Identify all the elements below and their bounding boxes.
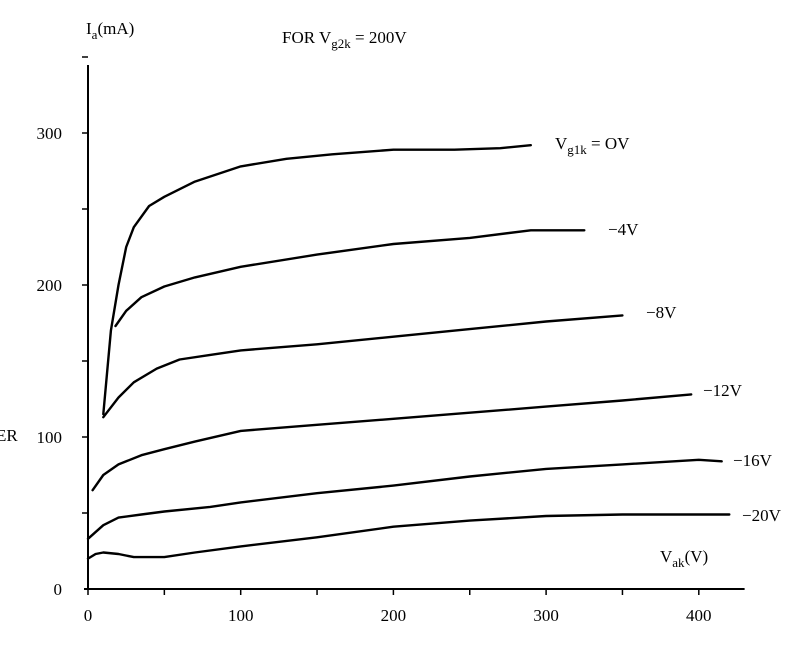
x-tick-label: 300 — [533, 606, 559, 625]
x-tick-label: 400 — [686, 606, 712, 625]
labels: Vg1k = OV −4V −8V −12V −16V −20V Ia(mA) Vak(V) F… — [0, 19, 782, 570]
curve-4 — [86, 458, 723, 540]
curve-3 — [91, 393, 693, 492]
curve-label-0: Vg1k = OV — [555, 134, 630, 157]
curve-label-2: −8V — [646, 303, 677, 322]
chart-title: FOR Vg2k = 200V — [282, 28, 407, 51]
x-tick-label: 200 — [381, 606, 407, 625]
curve-label-1: −4V — [608, 220, 639, 239]
curve-0 — [102, 144, 532, 416]
curve-5 — [86, 513, 731, 560]
curve-label-3: −12V — [703, 381, 743, 400]
curve-2 — [102, 314, 624, 419]
y-tick-label: 100 — [37, 428, 63, 447]
curve-label-5: −20V — [742, 506, 782, 525]
axes — [84, 65, 745, 590]
x-tick-label: 100 — [228, 606, 254, 625]
ticks: 0 100 200 300 400 0 100 200 300 — [37, 56, 712, 625]
curves — [86, 144, 731, 560]
y-tick-label: 300 — [37, 124, 63, 143]
curve-label-4: −16V — [733, 451, 773, 470]
x-tick-label: 0 — [84, 606, 93, 625]
x-axis-title: Vak(V) — [660, 547, 708, 570]
curve-1 — [114, 229, 586, 328]
y-axis-title: Ia(mA) — [86, 19, 134, 42]
y-tick-label: 200 — [37, 276, 63, 295]
y-tick-label: 0 — [54, 580, 63, 599]
side-text-fragment: ER — [0, 426, 18, 445]
